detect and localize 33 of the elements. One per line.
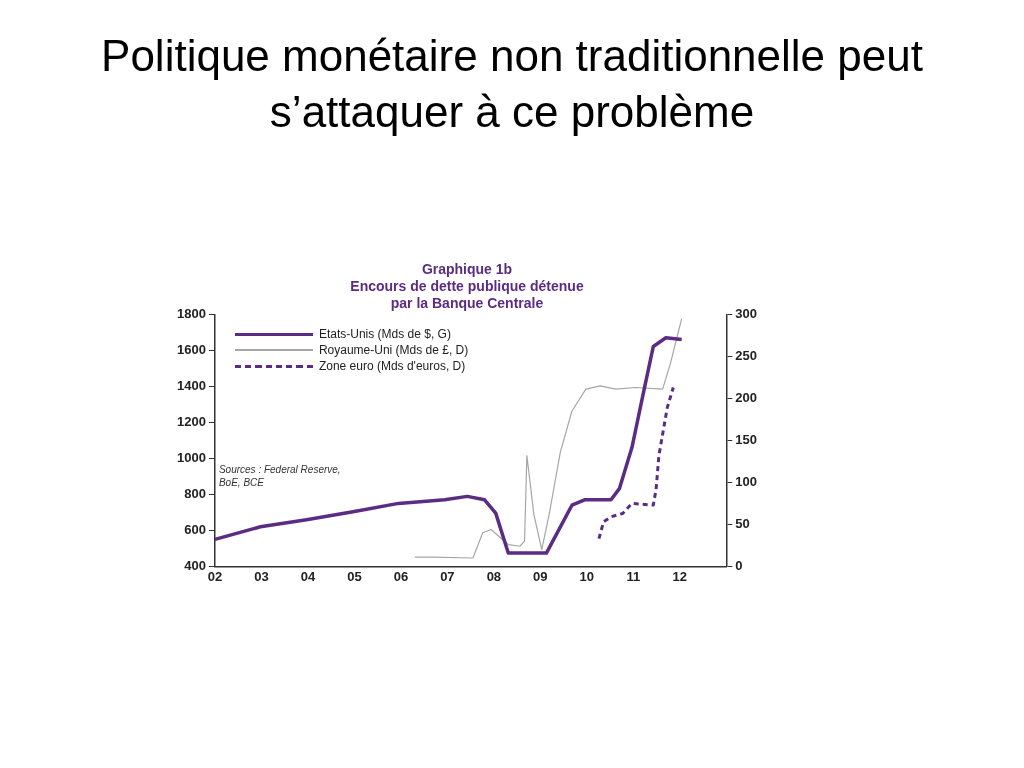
x-tick-label: 11: [626, 568, 641, 584]
x-tick-label: 02: [207, 568, 223, 584]
legend-label: Zone euro (Mds d'euros, D): [318, 358, 466, 375]
line-series: [597, 385, 675, 541]
y2-tick-label: 300: [735, 305, 758, 321]
y-tick-label: 1600: [177, 341, 206, 357]
y-tick-label: 400: [184, 557, 206, 573]
annotation: Sources : Federal Reserve, BoE, BCE: [218, 464, 341, 489]
y-tick-label: 1000: [177, 449, 206, 465]
chart-subtitle: Graphique 1b Encours de dette publique détenue par la Banque Centrale: [350, 261, 584, 311]
legend-label: Royaume-Uni (Mds de £, D): [318, 342, 469, 359]
y2-tick-label: 100: [735, 473, 758, 489]
y-tick-label: 1800: [177, 305, 206, 321]
y2-tick-label: 0: [735, 557, 743, 573]
x-tick-label: 07: [440, 568, 455, 584]
y2-tick-label: 250: [735, 347, 758, 363]
x-tick-label: 06: [393, 568, 409, 584]
x-tick-label: 04: [300, 568, 316, 584]
x-tick-label: 03: [254, 568, 269, 584]
y2-tick-label: 150: [735, 431, 758, 447]
x-tick-label: 05: [347, 568, 362, 584]
x-tick-label: 12: [672, 568, 688, 584]
x-tick-label: 08: [486, 568, 502, 584]
y-tick-label: 1400: [177, 377, 206, 393]
y-tick-label: 800: [184, 485, 206, 501]
y2-tick-label: 200: [735, 389, 758, 405]
y2-tick-label: 50: [735, 515, 750, 531]
y-tick-label: 1200: [177, 413, 206, 429]
x-tick-label: 10: [579, 568, 595, 584]
y-tick-label: 600: [184, 521, 206, 537]
legend-label: Etats-Unis (Mds de $, G): [318, 326, 451, 343]
x-tick-label: 09: [533, 568, 548, 584]
chart-title: Politique monétaire non traditionnelle peut s’attaquer à ce problème: [100, 30, 924, 138]
